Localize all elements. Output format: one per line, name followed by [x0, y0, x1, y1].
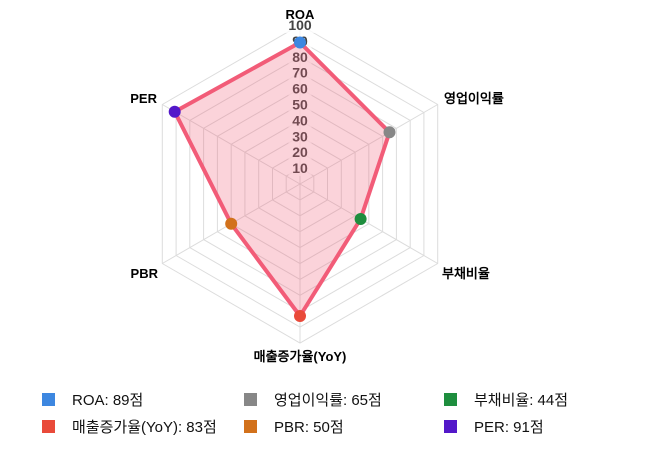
tick-label: 20: [292, 144, 308, 160]
legend-item-roa[interactable]: ROA: 89점: [42, 390, 244, 409]
legend-item-pbr[interactable]: PBR: 50점: [244, 417, 444, 436]
axis-label-3: 매출증가율(YoY): [254, 349, 347, 364]
tick-label: 70: [292, 65, 308, 81]
legend-swatch-roa: [42, 392, 55, 406]
legend-label: PER: 91점: [474, 418, 544, 436]
tick-backdrop: [288, 64, 312, 81]
tick-backdrop: [284, 17, 316, 33]
data-point-3[interactable]: [294, 310, 306, 322]
axis-spoke: [162, 104, 301, 185]
legend-label: 영업이익률: 65점: [274, 391, 382, 409]
tick-backdrop: [288, 48, 312, 65]
tick-label: 50: [292, 97, 308, 113]
axis-label-0: ROA: [286, 7, 316, 22]
radar-chart: 102030405060708090100ROA영업이익률부채비율매출증가율(Y…: [130, 7, 504, 364]
data-point-4[interactable]: [225, 217, 238, 230]
tick-label: 40: [292, 112, 308, 128]
axis-label-4: PBR: [131, 266, 159, 281]
data-point-0[interactable]: [294, 36, 306, 49]
legend-item-revenue-growth[interactable]: 매출증가율(YoY): 83점: [42, 417, 244, 436]
data-point-1[interactable]: [383, 126, 396, 139]
legend-label: 매출증가율(YoY): 83점: [72, 418, 217, 436]
tick-backdrop: [288, 96, 312, 113]
legend-swatch-revenue-growth: [42, 419, 55, 433]
data-point-2[interactable]: [354, 213, 367, 225]
data-point-5[interactable]: [168, 105, 181, 118]
tick-label: 60: [292, 81, 308, 97]
axis-label-1: 영업이익률: [444, 91, 504, 106]
legend-item-operating-margin[interactable]: 영업이익률: 65점: [244, 390, 444, 409]
legend-swatch-per: [444, 419, 457, 433]
legend-label: ROA: 89점: [72, 391, 144, 409]
axis-spoke: [299, 104, 438, 185]
legend-item-debt-ratio[interactable]: 부채비율: 44점: [444, 390, 614, 409]
axis-label-5: PER: [130, 91, 157, 106]
legend-label: PBR: 50점: [274, 418, 344, 436]
series-polygon: [172, 40, 392, 318]
tick-label: 10: [292, 160, 308, 176]
axis-spoke: [299, 183, 438, 264]
tick-backdrop: [288, 128, 312, 145]
legend-swatch-debt-ratio: [444, 392, 457, 406]
tick-backdrop: [288, 112, 312, 129]
legend-item-per[interactable]: PER: 91점: [444, 417, 614, 436]
legend-label: 부채비율: 44점: [474, 391, 569, 409]
legend: ROA: 89점 영업이익률: 65점 부채비율: 44점 매출증가율(YoY)…: [42, 390, 614, 436]
tick-label: 100: [288, 17, 312, 33]
axis-label-2: 부채비율: [442, 266, 490, 281]
tick-label: 80: [292, 49, 308, 65]
tick-backdrop: [288, 144, 312, 161]
chart-area: 102030405060708090100ROA영업이익률부채비율매출증가율(Y…: [130, 7, 504, 364]
tick-label: 30: [292, 128, 308, 144]
tick-backdrop: [288, 80, 312, 97]
legend-swatch-pbr: [244, 419, 257, 433]
tick-backdrop: [288, 160, 312, 177]
legend-swatch-operating-margin: [244, 392, 257, 406]
